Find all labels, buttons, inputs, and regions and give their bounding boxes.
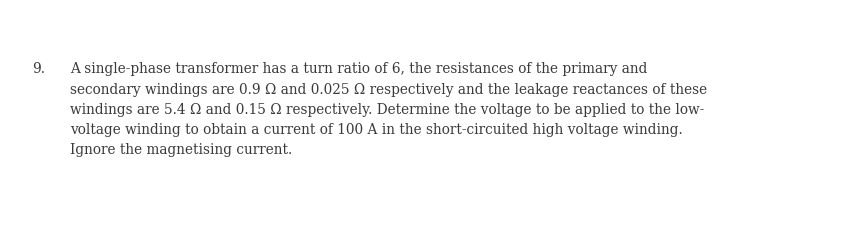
Text: secondary windings are 0.9 Ω and 0.025 Ω respectively and the leakage reactances: secondary windings are 0.9 Ω and 0.025 Ω… [70,83,707,96]
Text: voltage winding to obtain a current of 100 A in the short-circuited high voltage: voltage winding to obtain a current of 1… [70,123,682,137]
Text: Ignore the magnetising current.: Ignore the magnetising current. [70,143,292,157]
Text: windings are 5.4 Ω and 0.15 Ω respectively. Determine the voltage to be applied : windings are 5.4 Ω and 0.15 Ω respective… [70,103,704,117]
Text: A single-phase transformer has a turn ratio of 6, the resistances of the primary: A single-phase transformer has a turn ra… [70,62,648,76]
Text: 9.: 9. [32,62,45,76]
